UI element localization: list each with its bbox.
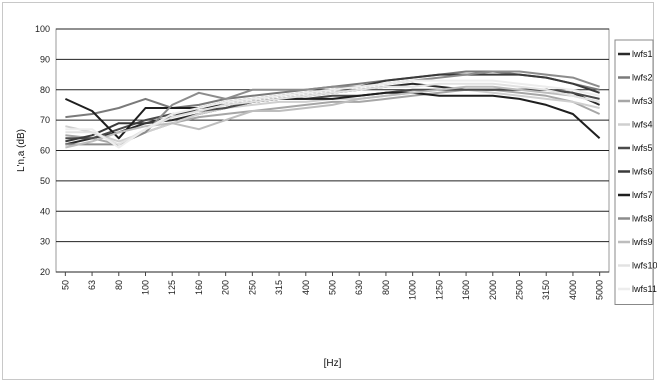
x-tick-label: 2500 — [515, 280, 525, 300]
x-tick-label: 63 — [87, 280, 97, 290]
y-tick-label: 60 — [40, 146, 50, 156]
x-tick-label: 3150 — [541, 280, 551, 300]
x-axis-title: [Hz] — [324, 358, 342, 369]
x-tick-label: 1000 — [408, 280, 418, 300]
x-tick-label: 5000 — [595, 280, 605, 300]
legend-label-lwfs11: lwfs11 — [632, 284, 657, 294]
y-axis-ticks: 20 30 40 50 60 70 80 90 100 — [35, 24, 50, 277]
x-tick-label: 200 — [221, 280, 231, 295]
x-tick-label: 160 — [194, 280, 204, 295]
x-tick-label: 630 — [354, 280, 364, 295]
x-tick-label: 4000 — [568, 280, 578, 300]
legend-label-lwfs2: lwfs2 — [632, 73, 653, 83]
legend-label-lwfs10: lwfs10 — [632, 261, 657, 271]
legend-label-lwfs3: lwfs3 — [632, 96, 653, 106]
legend-label-lwfs4: lwfs4 — [632, 120, 653, 130]
x-tick-label: 1250 — [434, 280, 444, 300]
x-tick-label: 800 — [381, 280, 391, 295]
x-axis-ticks: 50 63 80 100 125 160 200 250 315 400 500 630 800 1000… — [60, 272, 605, 300]
x-tick-label: 100 — [140, 280, 150, 295]
y-tick-label: 70 — [40, 115, 50, 125]
series-line-lwfs11 — [65, 79, 600, 149]
x-tick-label: 400 — [301, 280, 311, 295]
legend-label-lwfs9: lwfs9 — [632, 237, 653, 247]
y-tick-label: 100 — [35, 24, 50, 34]
y-tick-label: 80 — [40, 85, 50, 95]
x-tick-label: 80 — [114, 280, 124, 290]
legend-label-lwfs6: lwfs6 — [632, 167, 653, 177]
x-tick-label: 315 — [274, 280, 284, 295]
x-tick-label: 250 — [247, 280, 257, 295]
x-tick-label: 2000 — [488, 280, 498, 300]
legend: lwfs1 lwfs2 lwfs3 lwfs4 lwfs5 lwfs6 lwfs7 lwfs8… — [614, 39, 657, 305]
y-tick-label: 90 — [40, 54, 50, 64]
legend-label-lwfs7: lwfs7 — [632, 190, 653, 200]
y-tick-label: 20 — [40, 267, 50, 277]
y-tick-label: 40 — [40, 206, 50, 216]
y-tick-label: 50 — [40, 176, 50, 186]
legend-label-lwfs1: lwfs1 — [632, 49, 653, 59]
legend-label-lwfs8: lwfs8 — [632, 214, 653, 224]
x-tick-label: 1600 — [461, 280, 471, 300]
legend-label-lwfs5: lwfs5 — [632, 143, 653, 153]
y-axis-title: L'n,a (dB) — [16, 129, 27, 172]
x-tick-label: 50 — [60, 280, 70, 290]
x-tick-label: 500 — [328, 280, 338, 295]
series-lines — [64, 70, 601, 149]
x-tick-label: 125 — [167, 280, 177, 295]
y-tick-label: 30 — [40, 237, 50, 247]
series-line-lwfs5 — [65, 88, 600, 140]
series-line-lwfs7 — [64, 91, 601, 140]
